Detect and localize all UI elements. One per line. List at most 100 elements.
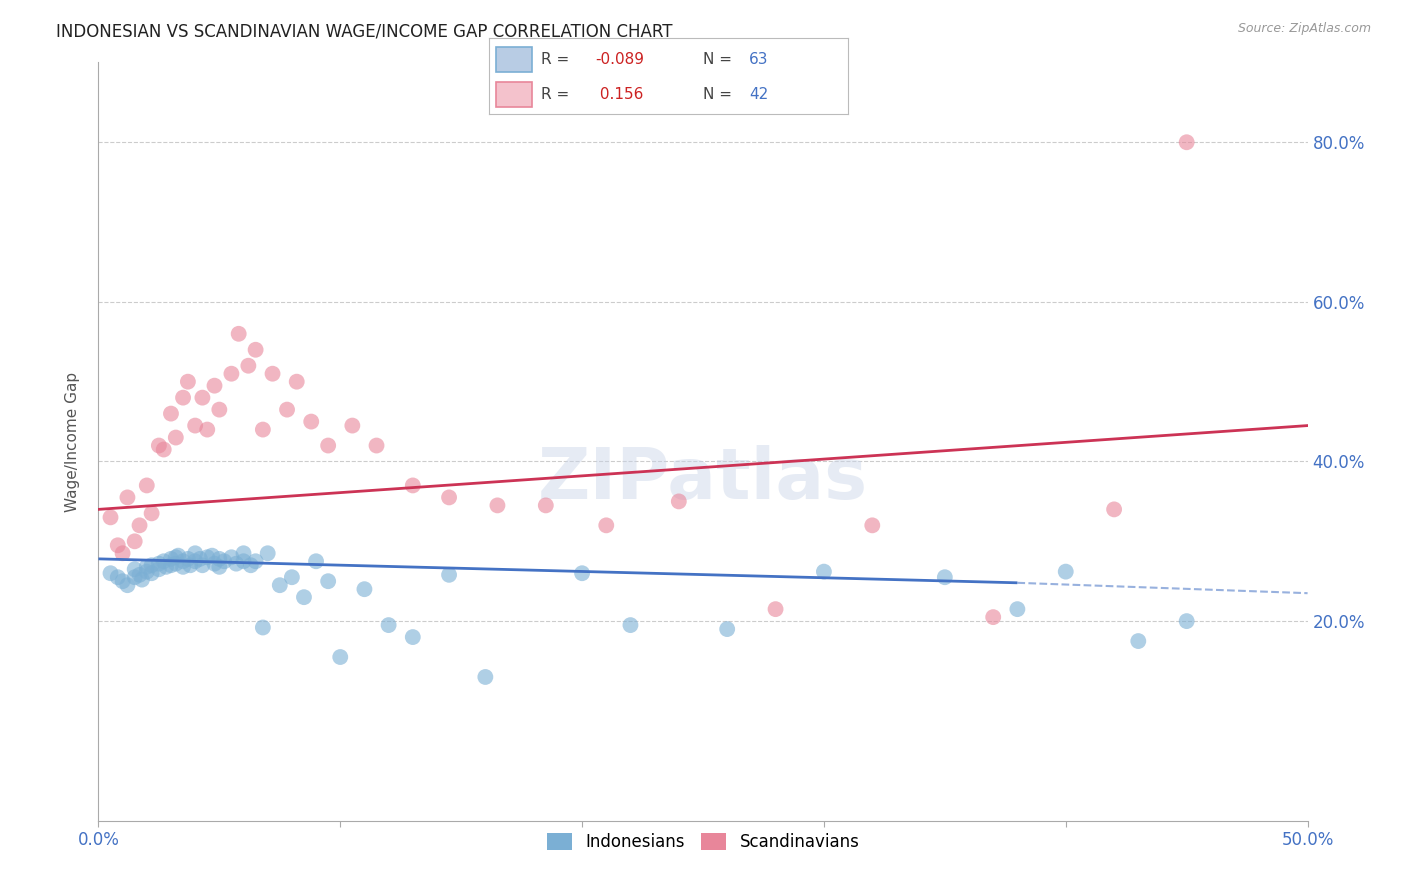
Point [228,326,250,341]
Point [276,402,298,417]
Point [668,494,690,508]
Point [172,391,194,405]
Point [107,570,129,584]
Point [124,570,146,584]
Point [225,557,247,571]
Point [437,491,460,505]
Text: R =: R = [541,52,575,67]
Point [191,391,214,405]
Point [716,622,738,636]
Point [292,590,315,604]
Point [245,554,267,568]
Text: 63: 63 [749,52,769,67]
Point [1128,634,1150,648]
Point [195,550,218,565]
Point [117,578,139,592]
Point [595,518,617,533]
Point [124,534,146,549]
Point [204,378,226,392]
Point [221,367,243,381]
Point [107,538,129,552]
Point [100,566,122,581]
Point [124,562,146,576]
Point [148,557,170,571]
Point [486,499,509,513]
Point [135,478,157,492]
Point [285,375,308,389]
Point [252,423,274,437]
Point [208,552,231,566]
Point [860,518,883,533]
Point [1054,565,1077,579]
Point [184,418,207,433]
Point [269,578,291,592]
Text: 0.156: 0.156 [595,87,644,102]
Point [366,438,388,452]
Point [117,491,139,505]
Point [165,431,187,445]
Point [141,566,163,581]
Point [1175,135,1198,149]
Point [316,574,339,589]
Point [141,507,163,521]
Text: N =: N = [703,87,737,102]
Point [172,559,194,574]
Point [232,554,254,568]
Point [245,343,267,357]
Text: R =: R = [541,87,579,102]
Point [128,518,150,533]
Point [232,546,254,560]
Point [152,442,174,457]
Bar [496,46,533,71]
Point [141,558,163,573]
Point [221,550,243,565]
Point [177,375,200,389]
Point [201,549,224,563]
Bar [496,81,533,107]
Point [152,554,174,568]
Point [1102,502,1125,516]
Point [204,557,226,571]
Point [281,570,304,584]
Point [148,562,170,576]
Point [377,618,399,632]
Text: 42: 42 [749,87,769,102]
Legend: Indonesians, Scandinavians: Indonesians, Scandinavians [540,826,866,858]
Point [329,650,352,665]
Point [160,552,183,566]
Text: ZIPatlas: ZIPatlas [538,445,868,514]
Point [179,558,201,573]
Point [195,423,218,437]
Point [262,367,284,381]
Point [191,558,214,573]
Text: N =: N = [703,52,737,67]
Text: Source: ZipAtlas.com: Source: ZipAtlas.com [1237,22,1371,36]
Text: -0.089: -0.089 [595,52,644,67]
Point [238,359,260,373]
Point [177,552,200,566]
Point [342,418,364,433]
Point [208,402,231,417]
Point [534,499,557,513]
Point [212,554,235,568]
Point [1007,602,1029,616]
Point [239,558,262,573]
Point [402,630,425,644]
Point [188,552,211,566]
Point [135,559,157,574]
Point [111,574,134,589]
Point [619,618,641,632]
Point [165,550,187,565]
Point [1175,614,1198,628]
Point [135,565,157,579]
Point [934,570,956,584]
Point [474,670,496,684]
Point [305,554,328,568]
Point [765,602,787,616]
Point [981,610,1004,624]
Y-axis label: Wage/Income Gap: Wage/Income Gap [65,371,80,512]
Point [131,573,153,587]
Point [128,567,150,582]
Point [353,582,375,597]
Point [252,620,274,634]
